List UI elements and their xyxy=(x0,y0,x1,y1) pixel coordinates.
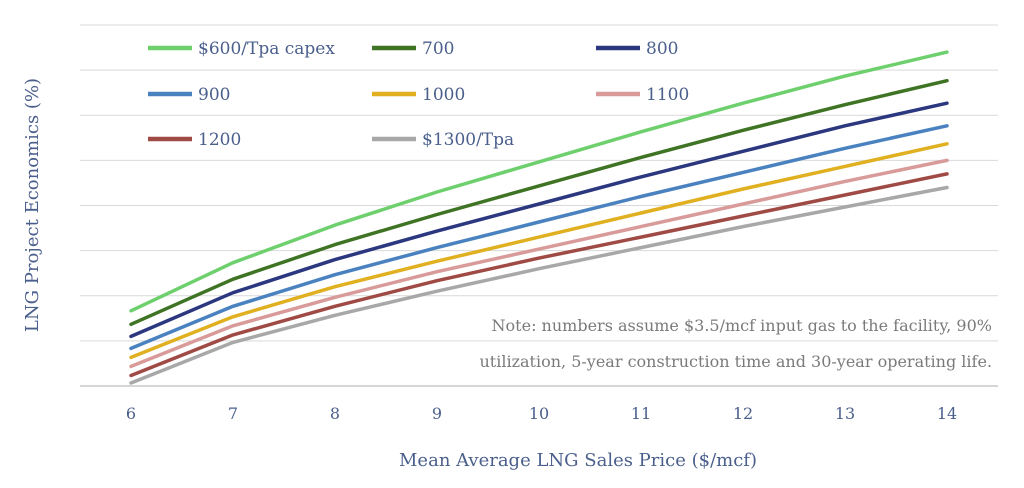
series-line xyxy=(129,172,949,378)
x-tick-label: 14 xyxy=(937,404,957,423)
note-line-2: utilization, 5-year construction time an… xyxy=(479,352,992,371)
series-line xyxy=(129,101,949,339)
legend-label: 800 xyxy=(646,39,678,59)
x-tick-label: 7 xyxy=(228,404,238,423)
x-tick-label: 12 xyxy=(733,404,753,423)
legend-label: $600/Tpa capex xyxy=(198,39,335,59)
x-tick-label: 6 xyxy=(126,404,136,423)
legend-label: 1200 xyxy=(198,130,241,150)
x-tick-label: 9 xyxy=(432,404,442,423)
legend-label: 700 xyxy=(422,39,454,59)
series-lines xyxy=(129,50,949,385)
legend-label: 1000 xyxy=(422,85,465,105)
y-axis-title: LNG Project Economics (%) xyxy=(22,78,43,332)
legend-label: 1100 xyxy=(646,85,689,105)
series-line xyxy=(129,158,949,369)
x-tick-label: 11 xyxy=(631,404,651,423)
series-line xyxy=(129,142,949,360)
series-line xyxy=(129,185,949,385)
x-tick-label: 10 xyxy=(529,404,549,423)
legend-label: $1300/Tpa xyxy=(422,130,514,150)
series-line xyxy=(129,78,949,327)
x-axis-title: Mean Average LNG Sales Price ($/mcf) xyxy=(399,450,757,471)
legend-label: 900 xyxy=(198,85,230,105)
series-line xyxy=(129,124,949,351)
legend: $600/Tpa capex 700 800 900 1000 1100 1200 $1300… xyxy=(148,39,689,150)
note-line-1: Note: numbers assume $3.5/mcf input gas … xyxy=(492,316,992,335)
series-line xyxy=(129,50,949,313)
x-tick-label: 8 xyxy=(330,404,340,423)
x-tick-labels: 6 7 8 9 10 11 12 13 14 xyxy=(126,404,957,423)
x-tick-label: 13 xyxy=(835,404,855,423)
